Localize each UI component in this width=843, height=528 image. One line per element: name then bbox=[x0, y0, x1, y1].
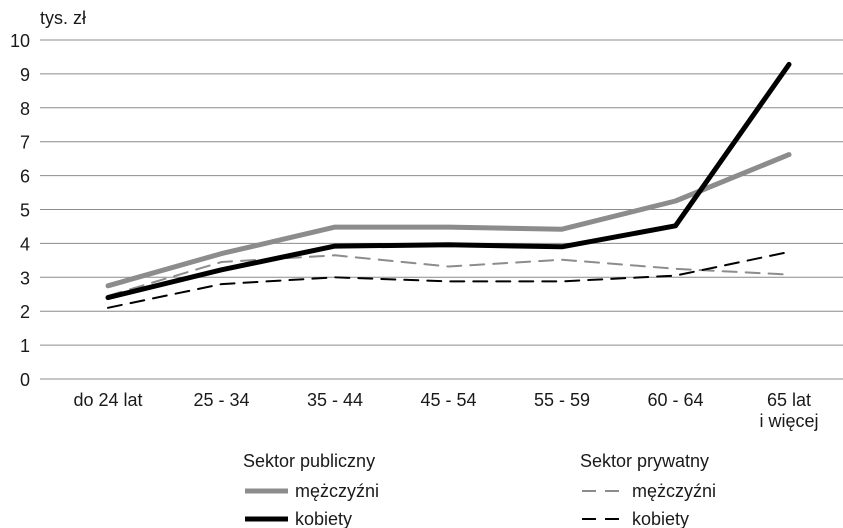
legend-group-title: Sektor publiczny bbox=[243, 451, 375, 471]
y-tick-label: 7 bbox=[20, 133, 30, 153]
legend-entry-label: mężczyźni bbox=[632, 481, 716, 501]
y-axis-unit-label: tys. zł bbox=[40, 8, 86, 28]
y-tick-label: 0 bbox=[20, 370, 30, 390]
y-tick-label: 5 bbox=[20, 201, 30, 221]
x-tick-label: do 24 lat bbox=[73, 390, 142, 410]
y-tick-label: 1 bbox=[20, 336, 30, 356]
x-tick-label: 65 lat bbox=[767, 390, 811, 410]
series-line-prywatny-kobiety bbox=[107, 250, 790, 309]
y-tick-label: 8 bbox=[20, 99, 30, 119]
x-tick-label: 60 - 64 bbox=[647, 390, 703, 410]
x-tick-label: 25 - 34 bbox=[193, 390, 249, 410]
x-tick-label: i więcej bbox=[759, 411, 818, 431]
legend-entry-label: kobiety bbox=[295, 509, 352, 528]
legend-entry-label: mężczyźni bbox=[295, 481, 379, 501]
y-tick-label: 6 bbox=[20, 167, 30, 187]
legend-entry-label: kobiety bbox=[632, 509, 689, 528]
y-tick-label: 2 bbox=[20, 302, 30, 322]
y-tick-label: 10 bbox=[10, 31, 30, 51]
x-tick-label: 55 - 59 bbox=[534, 390, 590, 410]
y-tick-label: 4 bbox=[20, 234, 30, 254]
y-tick-label: 9 bbox=[20, 65, 30, 85]
y-tick-label: 3 bbox=[20, 268, 30, 288]
legend: Sektor publiczny mężczyźni kobiety Sektor p… bbox=[243, 451, 716, 528]
gridlines bbox=[40, 39, 843, 380]
series-line-prywatny-mezczyzni bbox=[107, 254, 790, 297]
legend-group-title: Sektor prywatny bbox=[580, 451, 709, 471]
series-lines bbox=[105, 61, 792, 309]
series-line-publiczny-mezczyzni bbox=[105, 152, 792, 289]
series-line-publiczny-kobiety bbox=[105, 61, 792, 301]
x-tick-label: 45 - 54 bbox=[420, 390, 476, 410]
x-axis-ticks: do 24 lat 25 - 34 35 - 44 45 - 54 55 - 59 60 … bbox=[73, 390, 818, 431]
y-axis-ticks: 0 1 2 3 4 5 6 7 8 9 10 bbox=[10, 31, 30, 390]
x-tick-label: 35 - 44 bbox=[307, 390, 363, 410]
